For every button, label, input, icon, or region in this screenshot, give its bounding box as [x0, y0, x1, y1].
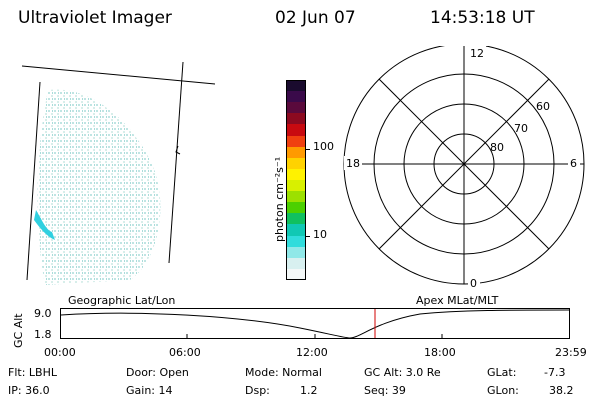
timeline-x-tick-0000: 00:00 [44, 346, 76, 359]
geographic-image-panel [21, 61, 216, 285]
timeline-x-tick-0600: 06:00 [169, 346, 201, 359]
auroral-emission-region [37, 89, 161, 285]
colorbar-segment [286, 157, 306, 170]
glon-label: GLon: [487, 384, 519, 397]
colorbar-segment [286, 235, 306, 248]
altitude-curve [60, 309, 570, 339]
colorbar-unit-label: photon cm⁻²s⁻¹ [273, 156, 286, 242]
dsp-value: 1.2 [300, 384, 318, 397]
door-info: Door: Open [126, 366, 189, 379]
color-scale-bar [286, 80, 310, 281]
glon-value: 38.2 [549, 384, 574, 397]
colorbar-tick-100: 100 [313, 140, 334, 153]
ip-info: IP: 36.0 [8, 384, 50, 397]
colorbar-segment [286, 168, 306, 181]
timeline-right-title: Apex MLat/MLT [416, 294, 499, 307]
instrument-title: Ultraviolet Imager [18, 8, 172, 28]
longitude-line-west [26, 81, 41, 281]
lat-label-70: 70 [514, 122, 528, 135]
timeline-y-axis-label: GC Alt [12, 313, 25, 348]
timeline-x-tick-2359: 23:59 [555, 346, 587, 359]
glat-value: -7.3 [544, 366, 566, 379]
colorbar-segment [286, 246, 306, 259]
gc-alt-info: GC Alt: 3.0 Re [364, 366, 441, 379]
colorbar-segment [286, 113, 306, 125]
altitude-timeline-plot [60, 308, 570, 339]
date-label: 02 Jun 07 [275, 8, 356, 28]
colorbar-segment [286, 268, 306, 281]
colorbar-segment [286, 213, 306, 225]
timeline-y-tick-low: 1.8 [34, 328, 52, 341]
colorbar-segment [286, 180, 306, 192]
mlt-label-18: 18 [346, 157, 360, 170]
seq-info: Seq: 39 [364, 384, 406, 397]
tick-10 [306, 236, 310, 237]
colorbar-segment [286, 224, 306, 237]
gain-info: Gain: 14 [126, 384, 173, 397]
glat-label: GLat: [487, 366, 517, 379]
dsp-label: Dsp: [245, 384, 270, 397]
colorbar-segment [286, 135, 306, 148]
coastline-mark [175, 145, 181, 155]
colorbar-segment [286, 191, 306, 203]
mlt-label-0: 0 [470, 277, 477, 290]
colorbar-segment [286, 146, 306, 159]
colorbar-segment [286, 80, 306, 92]
polar-mlt-plot: 12 6 0 18 60 70 80 [343, 46, 585, 290]
colorbar-segment [286, 257, 306, 270]
colorbar-tick-10: 10 [313, 228, 327, 241]
colorbar-segment [286, 91, 306, 103]
mlt-label-12: 12 [470, 47, 484, 60]
timeline-x-tick-1800: 18:00 [424, 346, 456, 359]
time-label: 14:53:18 UT [430, 8, 535, 28]
tick-100 [306, 149, 310, 150]
bright-emission-patch [34, 210, 55, 240]
colorbar-segment [286, 202, 306, 214]
timeline-left-title: Geographic Lat/Lon [68, 294, 176, 307]
mlt-label-6: 6 [570, 157, 577, 170]
filter-info: Flt: LBHL [8, 366, 57, 379]
lat-label-60: 60 [536, 100, 550, 113]
latitude-line [21, 65, 216, 85]
timeline-x-tick-1200: 12:00 [296, 346, 328, 359]
colorbar-segment [286, 102, 306, 114]
diagonal-line-2 [378, 78, 550, 250]
longitude-line-east [168, 61, 184, 264]
lat-label-80: 80 [490, 141, 504, 154]
timeline-y-tick-high: 9.0 [34, 307, 52, 320]
colorbar-segment [286, 124, 306, 137]
mode-info: Mode: Normal [245, 366, 322, 379]
timeline-frame [60, 308, 570, 339]
